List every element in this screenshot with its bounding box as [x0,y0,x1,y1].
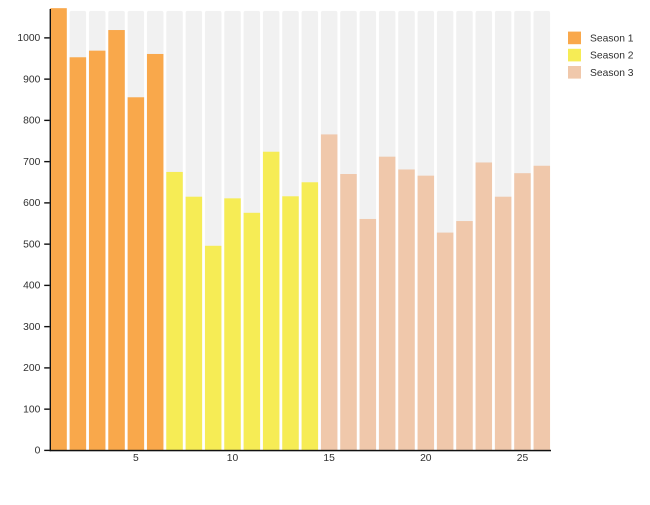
svg-text:10: 10 [227,453,239,464]
svg-text:400: 400 [23,281,40,292]
svg-text:15: 15 [323,453,335,464]
svg-text:1000: 1000 [17,33,40,44]
svg-text:700: 700 [23,157,40,168]
svg-text:200: 200 [23,363,40,374]
svg-text:20: 20 [420,453,432,464]
svg-text:Season 1: Season 1 [590,34,634,45]
svg-text:25: 25 [517,453,529,464]
svg-text:800: 800 [23,116,40,127]
svg-text:500: 500 [23,239,40,250]
svg-text:Season 2: Season 2 [590,51,634,62]
svg-text:Season 3: Season 3 [590,68,634,79]
svg-text:900: 900 [23,74,40,85]
svg-text:5: 5 [133,453,139,464]
svg-text:0: 0 [35,446,41,457]
svg-text:300: 300 [23,322,40,333]
svg-text:600: 600 [23,198,40,209]
svg-text:100: 100 [23,404,40,415]
